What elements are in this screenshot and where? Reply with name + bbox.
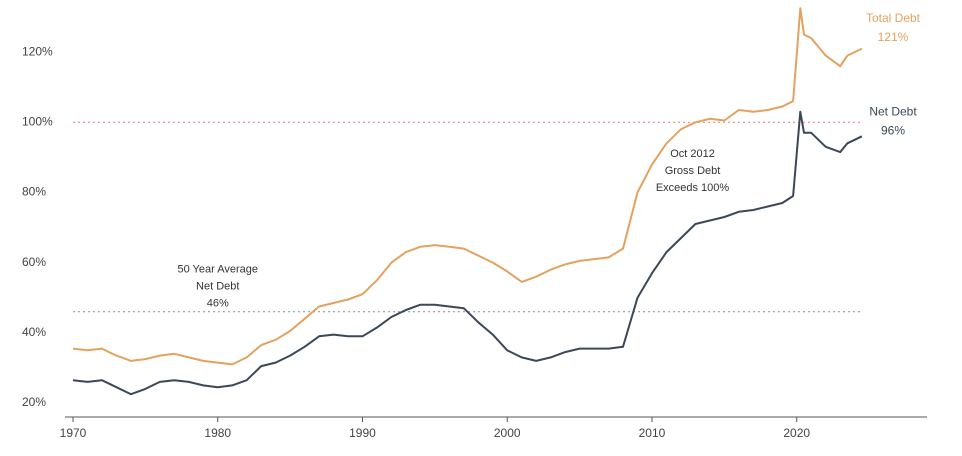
x-tick-label: 2000	[494, 426, 521, 440]
annotation: 46%	[207, 298, 229, 310]
y-tick-label: 80%	[22, 185, 46, 199]
end-value-label: 96%	[881, 123, 905, 137]
y-tick-label: 60%	[22, 255, 46, 269]
x-tick-label: 1980	[204, 426, 231, 440]
legend-label: Net Debt	[869, 104, 917, 118]
annotation: Oct 2012	[670, 148, 715, 160]
end-value-label: 121%	[878, 30, 909, 44]
y-tick-label: 40%	[22, 325, 46, 339]
x-tick-label: 2020	[783, 426, 810, 440]
x-tick-label: 1990	[349, 426, 376, 440]
annotation: Gross Debt	[665, 165, 721, 177]
annotation: 50 Year Average	[177, 264, 258, 276]
x-tick-label: 2010	[639, 426, 666, 440]
annotation: Net Debt	[196, 281, 239, 293]
y-tick-label: 100%	[22, 114, 53, 128]
series-line	[72, 110, 863, 396]
legend-label: Total Debt	[866, 11, 921, 25]
y-tick-label: 20%	[22, 395, 46, 409]
series-line	[72, 7, 863, 366]
x-tick-label: 1970	[60, 426, 87, 440]
y-tick-label: 120%	[22, 44, 53, 58]
annotation: Exceeds 100%	[656, 182, 730, 194]
